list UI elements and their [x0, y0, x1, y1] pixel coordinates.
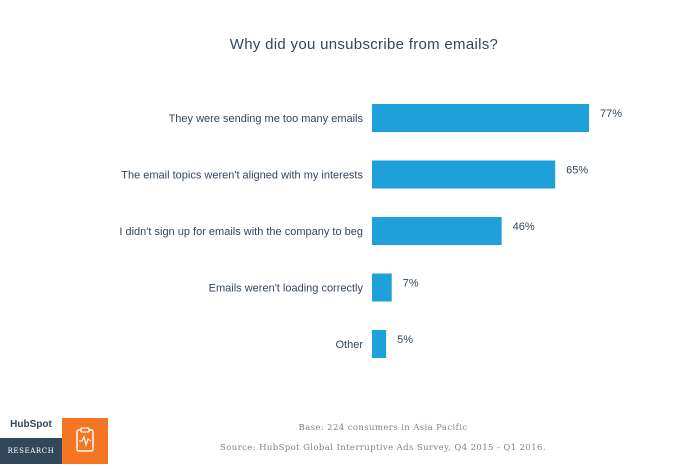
bar [372, 217, 502, 245]
value-label: 5% [397, 334, 413, 346]
bar [372, 273, 392, 302]
bar-chart: They were sending me too many emails 77% T… [119, 104, 622, 358]
research-label: RESEARCH [0, 438, 62, 464]
category-label: I didn't sign up for emails with the com… [119, 226, 363, 238]
bar [372, 330, 387, 358]
value-label: 77% [600, 108, 622, 120]
hubspot-logo-text: HubSpot [0, 414, 62, 436]
base-note: Base: 224 consumers in Asia Pacific [298, 423, 468, 433]
value-label: 65% [566, 165, 588, 177]
clipboard-pulse-icon [76, 427, 94, 452]
bar [372, 160, 556, 189]
source-note: Source: HubSpot Global Interruptive Ads … [220, 443, 546, 453]
category-label: Other [335, 339, 363, 351]
value-label: 7% [403, 278, 419, 290]
research-badge [62, 418, 108, 464]
category-label: They were sending me too many emails [169, 113, 364, 125]
chart-title: Why did you unsubscribe from emails? [229, 36, 499, 53]
category-label: Emails weren't loading correctly [209, 283, 364, 295]
bar [372, 104, 589, 132]
value-label: 46% [513, 221, 535, 233]
hubspot-logo: HubSpot RESEARCH [0, 414, 62, 464]
category-label: The email topics weren't aligned with my… [121, 170, 363, 182]
